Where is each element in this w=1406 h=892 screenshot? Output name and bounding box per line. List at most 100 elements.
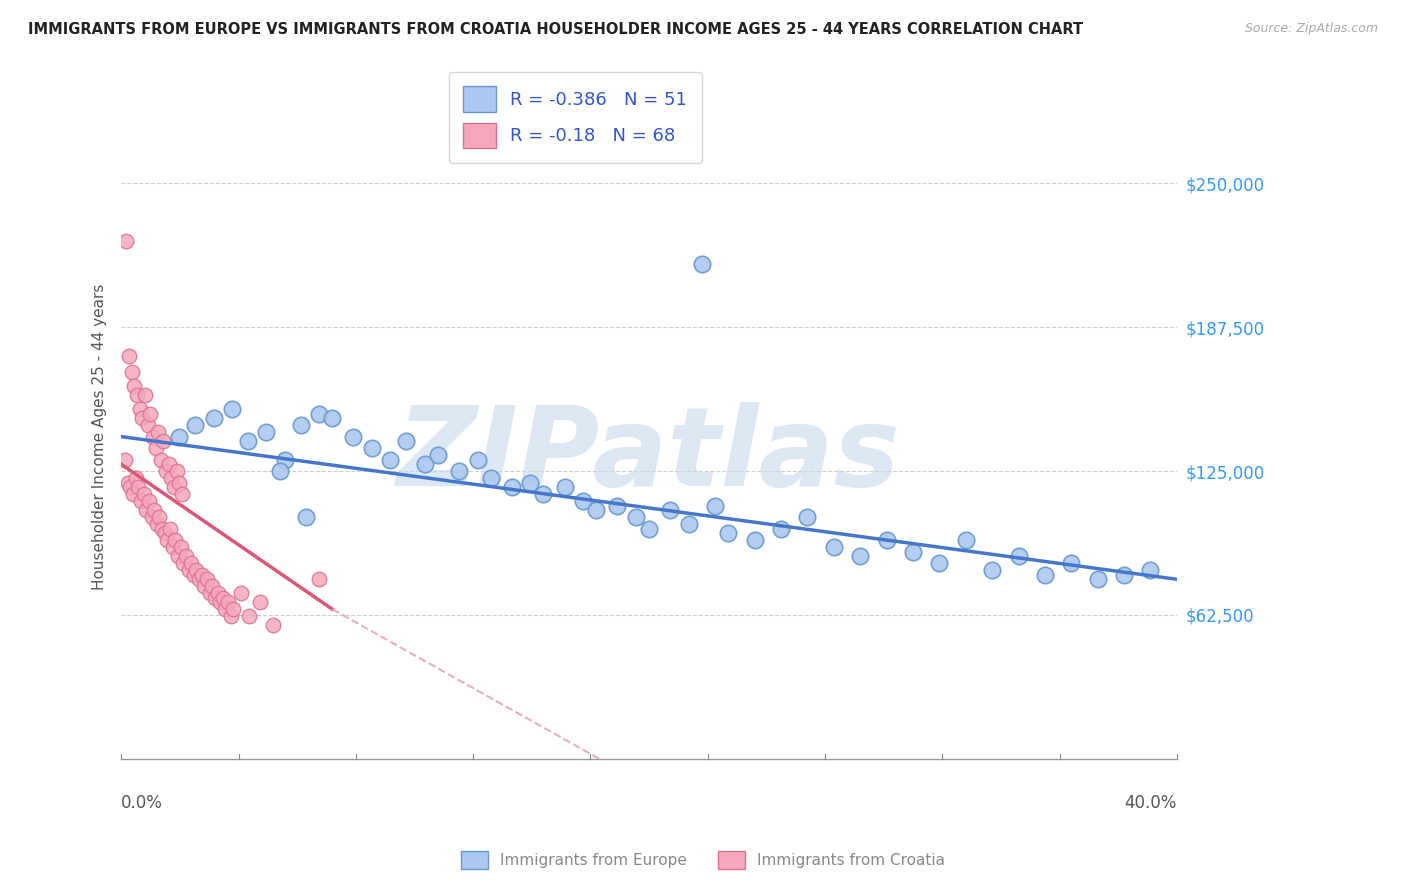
Point [217, 595, 239, 609]
Legend: Immigrants from Europe, Immigrants from Croatia: Immigrants from Europe, Immigrants from … [454, 845, 952, 875]
Point [769, 522, 792, 536]
Point [981, 563, 1004, 577]
Point [132, 487, 155, 501]
Point [717, 526, 740, 541]
Point [1007, 549, 1029, 564]
Point [395, 434, 418, 449]
Point [121, 365, 143, 379]
Point [124, 379, 146, 393]
Point [202, 411, 225, 425]
Point [157, 457, 180, 471]
Point [146, 425, 169, 439]
Point [166, 464, 188, 478]
Point [146, 517, 169, 532]
Point [380, 452, 402, 467]
Legend: R = -0.386   N = 51, R = -0.18   N = 68: R = -0.386 N = 51, R = -0.18 N = 68 [449, 72, 702, 162]
Point [127, 480, 149, 494]
Point [321, 411, 343, 425]
Point [254, 425, 277, 439]
Point [1087, 572, 1109, 586]
Y-axis label: Householder Income Ages 25 - 44 years: Householder Income Ages 25 - 44 years [93, 284, 107, 590]
Point [796, 510, 818, 524]
Point [170, 487, 193, 501]
Point [131, 411, 153, 425]
Point [519, 475, 541, 490]
Point [585, 503, 607, 517]
Point [163, 480, 186, 494]
Point [308, 407, 330, 421]
Text: 40.0%: 40.0% [1125, 794, 1177, 813]
Point [183, 567, 205, 582]
Point [193, 579, 215, 593]
Point [152, 434, 174, 449]
Point [118, 349, 141, 363]
Point [849, 549, 872, 564]
Point [467, 452, 489, 467]
Point [145, 441, 167, 455]
Point [659, 503, 682, 517]
Point [148, 510, 170, 524]
Text: 0.0%: 0.0% [121, 794, 163, 813]
Point [190, 567, 212, 582]
Point [533, 487, 555, 501]
Point [426, 448, 449, 462]
Point [413, 457, 436, 471]
Point [177, 563, 200, 577]
Point [198, 586, 221, 600]
Point [1139, 563, 1161, 577]
Point [638, 522, 661, 536]
Point [162, 540, 184, 554]
Point [1112, 567, 1135, 582]
Point [122, 487, 145, 501]
Point [128, 402, 150, 417]
Point [184, 418, 207, 433]
Point [114, 452, 136, 467]
Point [201, 579, 224, 593]
Point [290, 418, 312, 433]
Point [149, 452, 172, 467]
Point [690, 257, 713, 271]
Point [249, 595, 271, 609]
Point [188, 572, 211, 586]
Point [479, 471, 502, 485]
Point [901, 544, 924, 558]
Point [876, 533, 898, 548]
Point [129, 494, 152, 508]
Point [361, 441, 384, 455]
Point [169, 429, 191, 443]
Point [606, 499, 628, 513]
Point [115, 234, 138, 248]
Point [678, 517, 700, 532]
Point [204, 591, 226, 605]
Point [172, 556, 194, 570]
Point [554, 480, 576, 494]
Point [209, 595, 232, 609]
Point [159, 522, 181, 536]
Point [169, 475, 191, 490]
Point [143, 503, 166, 517]
Point [160, 471, 183, 485]
Point [704, 499, 727, 513]
Point [624, 510, 647, 524]
Point [165, 533, 187, 548]
Point [238, 609, 260, 624]
Point [156, 533, 179, 548]
Point [501, 480, 523, 494]
Point [155, 464, 177, 478]
Point [180, 556, 202, 570]
Text: ZIPatlas: ZIPatlas [396, 402, 901, 509]
Point [219, 609, 242, 624]
Point [221, 402, 243, 417]
Point [207, 586, 229, 600]
Point [141, 510, 163, 524]
Point [138, 494, 160, 508]
Point [125, 388, 148, 402]
Point [125, 471, 148, 485]
Point [174, 549, 197, 564]
Point [955, 533, 977, 548]
Point [222, 602, 245, 616]
Point [823, 540, 845, 554]
Text: IMMIGRANTS FROM EUROPE VS IMMIGRANTS FROM CROATIA HOUSEHOLDER INCOME AGES 25 - 4: IMMIGRANTS FROM EUROPE VS IMMIGRANTS FRO… [28, 22, 1083, 37]
Point [447, 464, 470, 478]
Point [139, 407, 162, 421]
